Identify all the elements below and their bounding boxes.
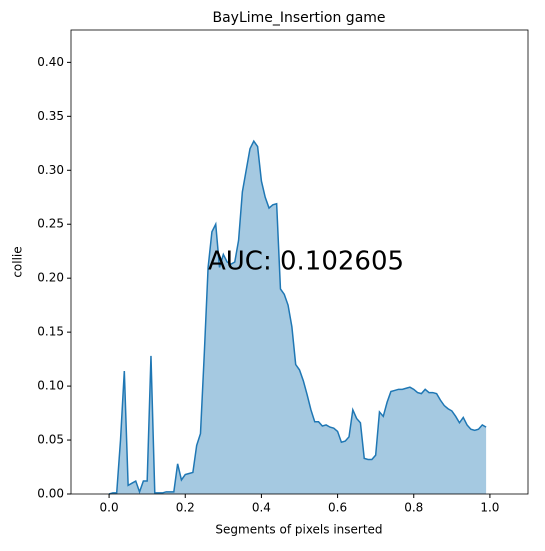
chart-title: BayLime_Insertion game (212, 10, 385, 26)
x-tick-label: 0.6 (328, 501, 347, 515)
y-tick-label: 0.25 (37, 217, 64, 231)
y-tick-label: 0.20 (37, 271, 64, 285)
y-tick-label: 0.40 (37, 55, 64, 69)
x-tick-label: 1.0 (480, 501, 499, 515)
line (108, 139, 487, 495)
x-tick-label: 0.8 (404, 501, 423, 515)
y-tick-label: 0.00 (37, 487, 64, 501)
y-tick-label: 0.35 (37, 109, 64, 123)
plot-frame (70, 29, 529, 495)
x-axis-label: Segments of pixels inserted (215, 523, 382, 537)
y-axis-label: collie (11, 246, 25, 277)
y-tick-label: 0.30 (37, 163, 64, 177)
x-tick-label: 0.0 (100, 501, 119, 515)
annotation: AUC: 0.102605 (208, 247, 404, 277)
y-tick-label: 0.05 (37, 433, 64, 447)
area-fill (109, 141, 487, 494)
y-tick-label: 0.15 (37, 325, 64, 339)
x-tick-label: 0.4 (252, 501, 271, 515)
x-tick-label: 0.2 (176, 501, 195, 515)
y-tick-label: 0.10 (37, 379, 64, 393)
